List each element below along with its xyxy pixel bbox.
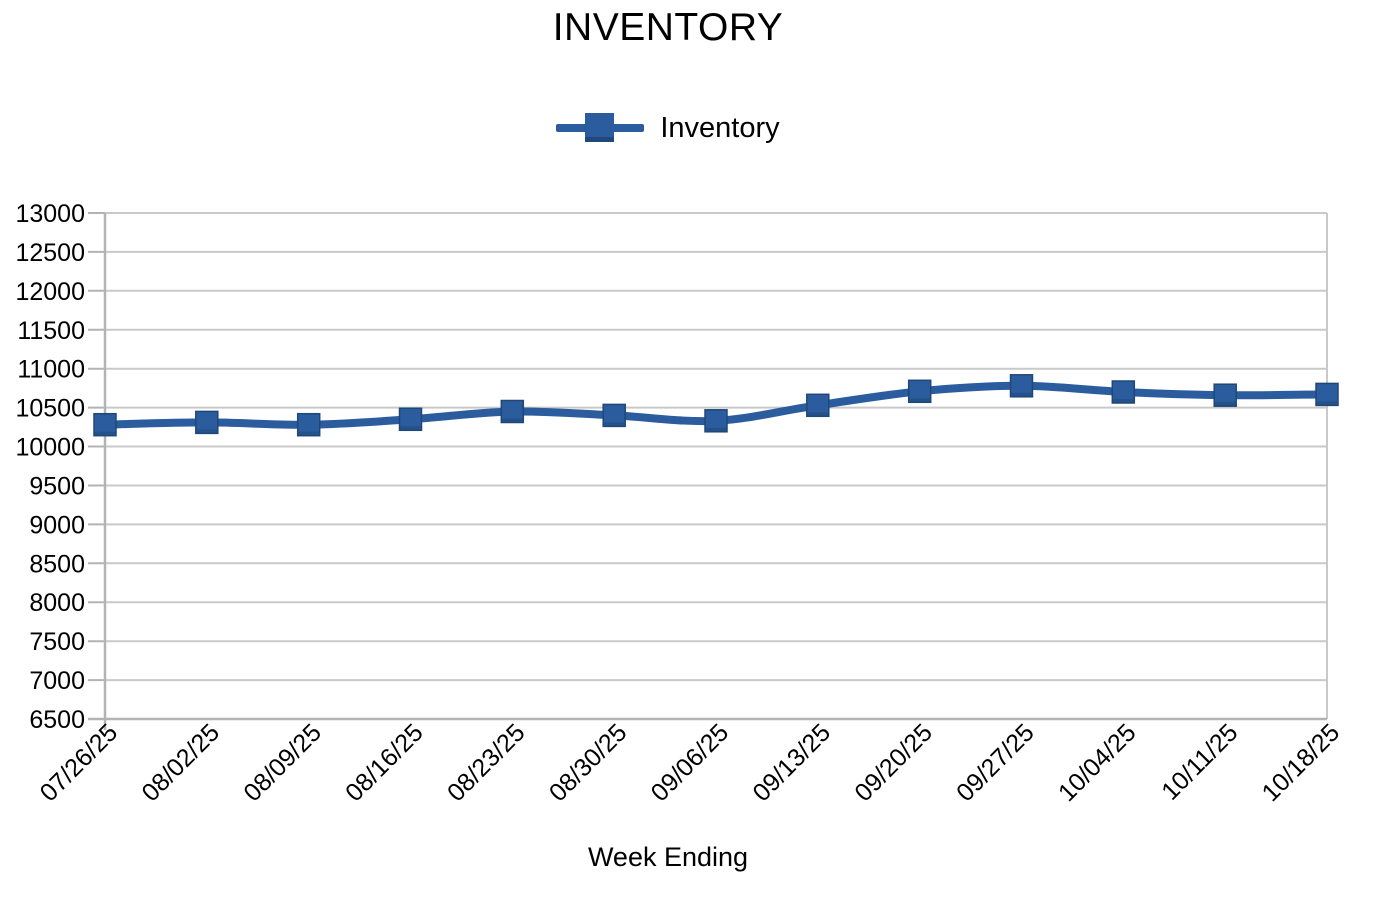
x-tick-label: 09/27/25 [951, 718, 1040, 807]
data-point-marker-shadow [908, 398, 931, 403]
x-tick-label: 08/09/25 [238, 718, 327, 807]
y-tick-label: 11500 [17, 317, 85, 345]
x-tick-label: 09/06/25 [646, 718, 735, 807]
y-tick-label: 12500 [15, 239, 85, 267]
x-tick-label: 08/23/25 [442, 718, 531, 807]
y-tick-label: 7000 [29, 667, 85, 695]
legend: Inventory [0, 108, 1336, 148]
data-point-marker-shadow [94, 431, 116, 436]
chart-title: INVENTORY [552, 6, 784, 49]
data-point-marker-shadow [806, 412, 829, 417]
x-tick-label: 10/04/25 [1053, 718, 1142, 807]
data-point-marker-shadow [1112, 399, 1135, 403]
x-axis-title: Week Ending [587, 842, 749, 872]
x-tick-label: 08/16/25 [340, 718, 429, 807]
y-tick-label: 8000 [29, 589, 85, 617]
y-tick-label: 7500 [29, 628, 85, 656]
data-point-marker-shadow [1214, 402, 1237, 407]
y-tick-label: 9000 [29, 511, 85, 539]
data-point-marker-shadow [705, 427, 727, 432]
y-tick-label: 10500 [15, 395, 85, 423]
x-tick-label: 10/11/25 [1156, 718, 1243, 805]
x-tick-label: 09/13/25 [747, 718, 836, 807]
y-tick-label: 6500 [29, 706, 85, 734]
data-point-marker-shadow [1316, 401, 1338, 406]
data-point-marker-shadow [297, 431, 320, 436]
y-tick-label: 12000 [15, 278, 85, 306]
x-tick-label: 08/30/25 [544, 718, 633, 807]
data-point-marker-shadow [501, 418, 524, 423]
y-tick-label: 9500 [29, 473, 85, 501]
data-point-marker-shadow [399, 426, 422, 431]
x-tick-label: 08/02/25 [136, 718, 225, 807]
data-point-marker-shadow [1010, 392, 1033, 397]
legend-square-swatch [585, 113, 615, 142]
y-tick-label: 11000 [17, 356, 85, 384]
data-point-marker-shadow [195, 429, 218, 434]
y-tick-label: 10000 [15, 434, 85, 462]
legend-line-marker-icon [556, 112, 645, 144]
y-tick-label: 8500 [29, 550, 85, 578]
legend-label: Inventory [660, 111, 780, 144]
data-point-marker-shadow [603, 422, 626, 427]
y-tick-label: 13000 [15, 200, 85, 228]
x-tick-label: 10/18/25 [1257, 718, 1346, 807]
x-tick-label: 09/20/25 [849, 718, 938, 807]
